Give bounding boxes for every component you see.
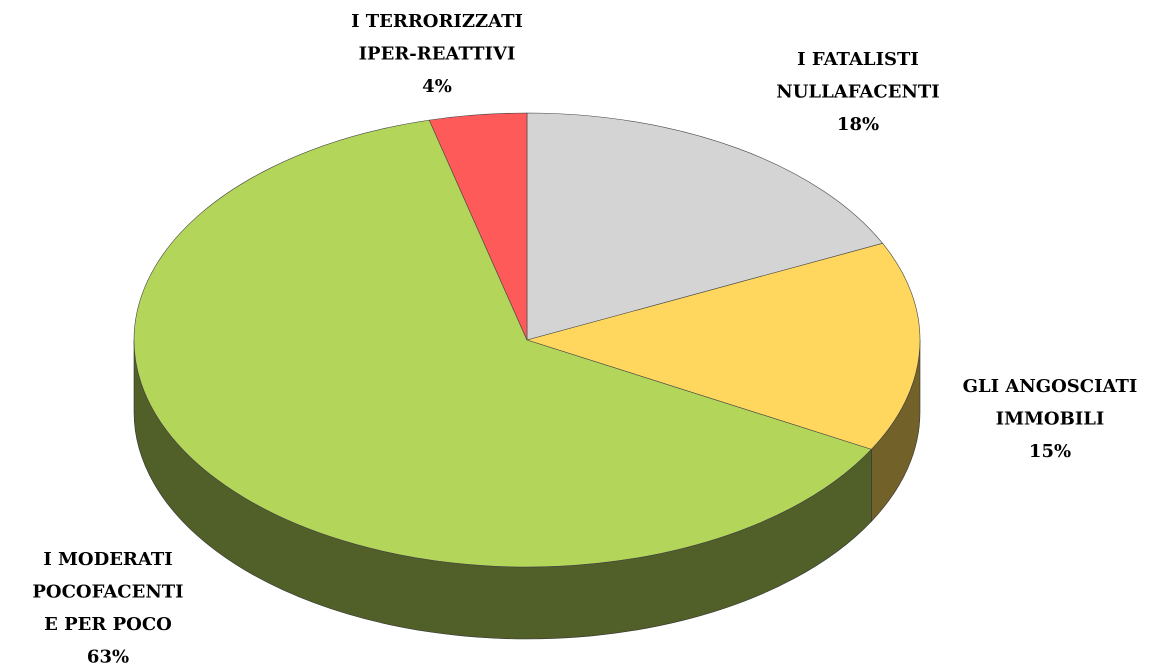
- value-label: 15%: [1029, 441, 1071, 462]
- slice-label: GLI ANGOSCIATI IMMOBILI: [963, 376, 1138, 430]
- value-label: 18%: [837, 114, 879, 135]
- value-label: 63%: [87, 647, 129, 664]
- slice: [526, 112, 884, 341]
- slice-label: I FATALISTI NULLAFACENTI: [776, 49, 939, 103]
- value-label: 4%: [422, 76, 452, 97]
- slice: [133, 119, 872, 568]
- slice-label: I MODERATI POCOFACENTI E PER POCO: [32, 549, 183, 635]
- slice-label: I TERRORIZZATI IPER-REATTIVI: [351, 11, 523, 65]
- slice: [428, 112, 528, 341]
- slice: [525, 243, 921, 450]
